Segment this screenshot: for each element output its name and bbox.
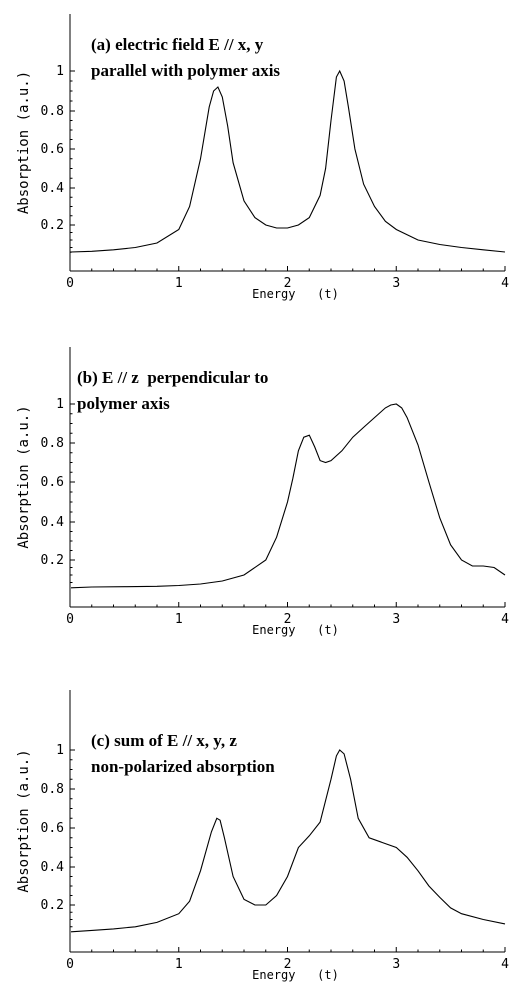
- y-tick-label: 1: [56, 397, 64, 412]
- y-axis-title: Absorption (a.u.): [16, 71, 32, 214]
- x-tick-label: 2: [284, 276, 292, 291]
- panel-annotation-line: parallel with polymer axis: [91, 61, 280, 80]
- x-tick-label: 0: [66, 276, 74, 291]
- y-tick-label: 0.6: [41, 475, 64, 490]
- x-tick-label: 0: [66, 612, 74, 627]
- panel-annotation-line: (b) E // z perpendicular to: [77, 368, 268, 387]
- x-axis-title: Energy (t): [252, 287, 339, 301]
- y-tick-label: 0.4: [41, 181, 65, 196]
- y-tick-label: 0.8: [41, 436, 64, 451]
- x-tick-label: 4: [501, 957, 509, 972]
- x-tick-label: 2: [284, 957, 292, 972]
- x-tick-label: 4: [501, 612, 509, 627]
- absorption-curve: [70, 749, 506, 933]
- panel-annotation-line: polymer axis: [77, 394, 170, 413]
- absorption-curve: [70, 403, 506, 589]
- y-tick-label: 1: [56, 743, 64, 758]
- y-axis-title: Absorption (a.u.): [16, 405, 32, 548]
- x-tick-label: 1: [175, 276, 183, 291]
- panel-annotation-line: (c) sum of E // x, y, z: [91, 731, 237, 750]
- y-tick-label: 0.2: [41, 898, 64, 913]
- y-tick-label: 0.8: [41, 782, 64, 797]
- panel-annotation-line: (a) electric field E // x, y: [91, 35, 264, 54]
- x-tick-label: 1: [175, 612, 183, 627]
- panel-c: 0 1 2 3 4 0.2 0.4 0.6 0.8 1 Energy (t) Absorption (…: [16, 690, 509, 982]
- panel-annotation-line: non-polarized absorption: [91, 757, 275, 776]
- y-tick-label: 0.2: [41, 218, 64, 233]
- x-tick-label: 3: [392, 957, 400, 972]
- x-tick-label: 3: [392, 612, 400, 627]
- absorption-curve: [70, 69, 506, 253]
- y-tick-label: 0.6: [41, 142, 64, 157]
- x-tick-label: 4: [501, 276, 509, 291]
- panel-b: 0 1 2 3 4 0.2 0.4 0.6 0.8 1 Energy (t) Absorption (…: [16, 347, 509, 637]
- panel-a: 0 1 2 3 4 0.2 0.4 0.6 0.8 1 Energy (t) Absorption (…: [16, 14, 509, 301]
- y-tick-label: 0.8: [41, 104, 64, 119]
- x-tick-label: 0: [66, 957, 74, 972]
- x-tick-label: 1: [175, 957, 183, 972]
- y-tick-label: 0.4: [41, 860, 65, 875]
- y-tick-label: 1: [56, 64, 64, 79]
- y-tick-label: 0.2: [41, 553, 64, 568]
- y-tick-label: 0.4: [41, 515, 65, 530]
- x-axis-title: Energy (t): [252, 623, 339, 637]
- x-axis-title: Energy (t): [252, 968, 339, 982]
- x-tick-label: 2: [284, 612, 292, 627]
- x-tick-label: 3: [392, 276, 400, 291]
- y-axis-title: Absorption (a.u.): [16, 749, 32, 892]
- y-tick-label: 0.6: [41, 821, 64, 836]
